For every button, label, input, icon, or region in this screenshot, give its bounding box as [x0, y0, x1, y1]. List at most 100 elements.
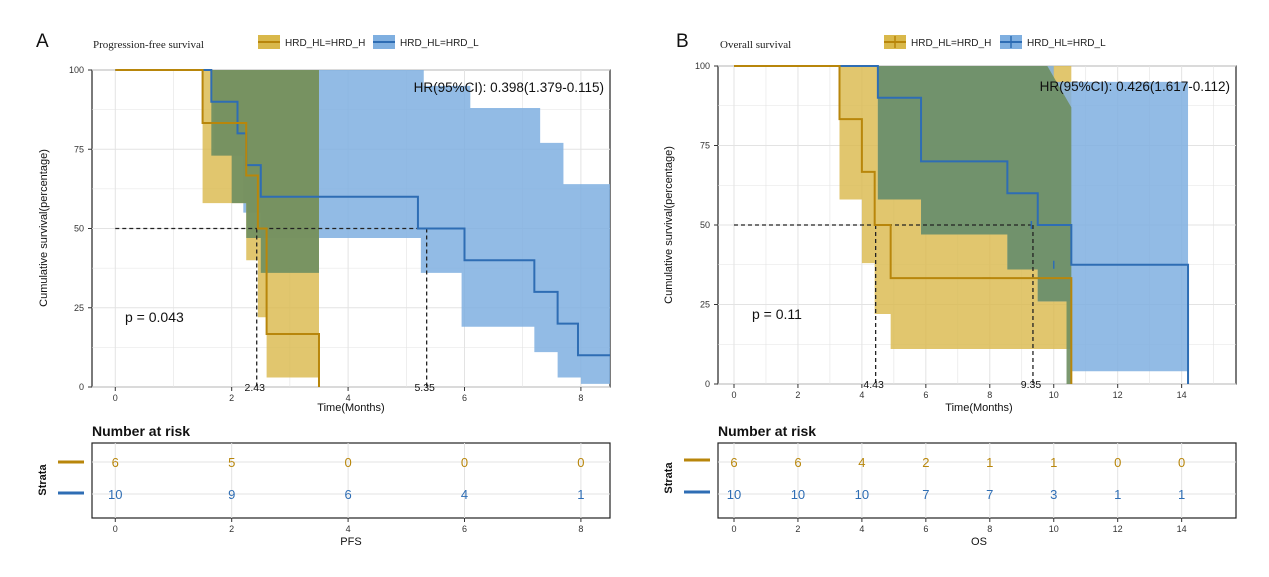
risk-x-tick-label: 2 — [229, 524, 234, 534]
risk-count: 1 — [1178, 487, 1185, 502]
panel-a-title: Progression-free survival — [93, 39, 204, 51]
risk-x-tick-label: 0 — [731, 524, 736, 534]
panel-a-x-ticks: 0 2 4 6 8 — [113, 387, 583, 403]
risk-count: 6 — [112, 455, 119, 470]
y-tick-label: 0 — [79, 382, 84, 392]
risk-count: 10 — [791, 487, 805, 502]
panel-b: B Overall survival HRD_HL=HRD_H HRD_HL=H… — [663, 31, 1237, 548]
risk-count: 10 — [855, 487, 869, 502]
risk-count: 6 — [794, 455, 801, 470]
x-tick-label: 10 — [1049, 390, 1059, 400]
risk-x-tick-label: 14 — [1177, 524, 1187, 534]
panel-b-median-labels: 4.43 9.35 — [863, 379, 1041, 391]
panel-b-title: Overall survival — [720, 39, 791, 51]
panel-a: A Progression-free survival HRD_HL=HRD_H… — [36, 31, 611, 548]
risk-count: 0 — [344, 455, 351, 470]
risk-x-tick-label: 6 — [923, 524, 928, 534]
legend-low-label: HRD_HL=HRD_L — [400, 38, 479, 49]
risk-count: 1 — [577, 487, 584, 502]
x-tick-label: 4 — [346, 393, 351, 403]
x-tick-label: 4 — [859, 390, 864, 400]
panel-a-risk-table: 6 5 0 0 010 9 6 4 10 2 4 6 8 — [92, 443, 610, 534]
risk-x-tick-label: 2 — [795, 524, 800, 534]
panel-b-curves — [733, 65, 1190, 384]
panel-b-risk-table: 6 6 4 2 1 1 0 010 10 10 7 7 3 1 10 2 4 6 8 10 12 14 — [718, 443, 1236, 534]
panel-b-y-label: Cumulative survival(percentage) — [663, 146, 675, 304]
risk-x-tick-label: 4 — [859, 524, 864, 534]
x-tick-label: 6 — [923, 390, 928, 400]
y-tick-label: 50 — [74, 224, 84, 234]
panel-b-risk-title: Number at risk — [718, 423, 816, 439]
km-curve-hrd-l — [115, 69, 610, 357]
median-label: 9.35 — [1021, 379, 1042, 391]
risk-x-tick-label: 4 — [346, 524, 351, 534]
legend-b-low-label: HRD_HL=HRD_L — [1027, 38, 1106, 49]
median-label: 2.43 — [244, 382, 265, 394]
panel-b-risk-x-label: OS — [971, 536, 987, 548]
panel-a-hr-text: HR(95%CI): 0.398(1.379-0.115) — [414, 80, 604, 95]
panel-a-x-label: Time(Months) — [317, 402, 384, 414]
risk-x-tick-label: 8 — [987, 524, 992, 534]
risk-count: 10 — [108, 487, 122, 502]
panel-b-p-value: p = 0.11 — [752, 306, 802, 322]
panel-b-letter: B — [676, 31, 689, 52]
panel-b-strata-label: Strata — [663, 462, 675, 494]
risk-count: 2 — [922, 455, 929, 470]
panel-a-median-lines — [115, 227, 428, 387]
panel-a-p-value: p = 0.043 — [125, 309, 184, 325]
x-tick-label: 8 — [578, 393, 583, 403]
panel-a-letter: A — [36, 31, 49, 52]
median-label: 5.35 — [414, 382, 435, 394]
x-tick-label: 14 — [1177, 390, 1187, 400]
panel-b-x-label: Time(Months) — [945, 402, 1012, 414]
y-tick-label: 75 — [74, 144, 84, 154]
y-tick-label: 100 — [69, 65, 84, 75]
panel-a-curves — [115, 69, 610, 387]
panel-a-strata-label: Strata — [37, 464, 49, 496]
risk-count: 6 — [730, 455, 737, 470]
risk-x-tick-label: 12 — [1113, 524, 1123, 534]
risk-count: 3 — [1050, 487, 1057, 502]
panel-a-y-ticks: 0 25 50 75 100 — [69, 65, 92, 392]
y-tick-label: 0 — [705, 379, 710, 389]
risk-count: 5 — [228, 455, 235, 470]
panel-a-y-label: Cumulative survival(percentage) — [38, 149, 50, 307]
x-tick-label: 2 — [795, 390, 800, 400]
risk-count: 6 — [344, 487, 351, 502]
risk-x-tick-label: 0 — [113, 524, 118, 534]
risk-count: 7 — [922, 487, 929, 502]
panel-a-risk-title: Number at risk — [92, 423, 190, 439]
panel-b-risk-frame — [717, 442, 1237, 519]
legend-b-high-label: HRD_HL=HRD_H — [911, 38, 991, 49]
risk-count: 1 — [1114, 487, 1121, 502]
legend-high-label: HRD_HL=HRD_H — [285, 38, 365, 49]
x-tick-label: 6 — [462, 393, 467, 403]
panel-b-x-ticks: 0 2 4 6 8 10 12 14 — [731, 384, 1187, 400]
risk-count: 0 — [577, 455, 584, 470]
x-tick-label: 12 — [1113, 390, 1123, 400]
panel-b-hr-text: HR(95%CI): 0.426(1.617-0.112) — [1040, 79, 1230, 94]
risk-count: 0 — [1114, 455, 1121, 470]
y-tick-label: 50 — [700, 220, 710, 230]
risk-count: 0 — [1178, 455, 1185, 470]
x-tick-label: 0 — [731, 390, 736, 400]
risk-count: 1 — [1050, 455, 1057, 470]
panel-a-risk-frame — [91, 442, 611, 519]
risk-count: 7 — [986, 487, 993, 502]
risk-count: 1 — [986, 455, 993, 470]
y-tick-label: 25 — [700, 300, 710, 310]
risk-count: 4 — [858, 455, 865, 470]
km-curve-hrd-h — [115, 69, 320, 387]
y-tick-label: 25 — [74, 303, 84, 313]
km-curve-hrd-h — [733, 65, 1073, 384]
panel-a-median-labels: 2.43 5.35 — [244, 382, 435, 394]
y-tick-label: 75 — [700, 141, 710, 151]
risk-x-tick-label: 8 — [578, 524, 583, 534]
risk-count: 9 — [228, 487, 235, 502]
risk-x-tick-label: 6 — [462, 524, 467, 534]
median-label: 4.43 — [863, 379, 884, 391]
risk-count: 0 — [461, 455, 468, 470]
x-tick-label: 2 — [229, 393, 234, 403]
km-curve-hrd-l — [733, 65, 1190, 384]
